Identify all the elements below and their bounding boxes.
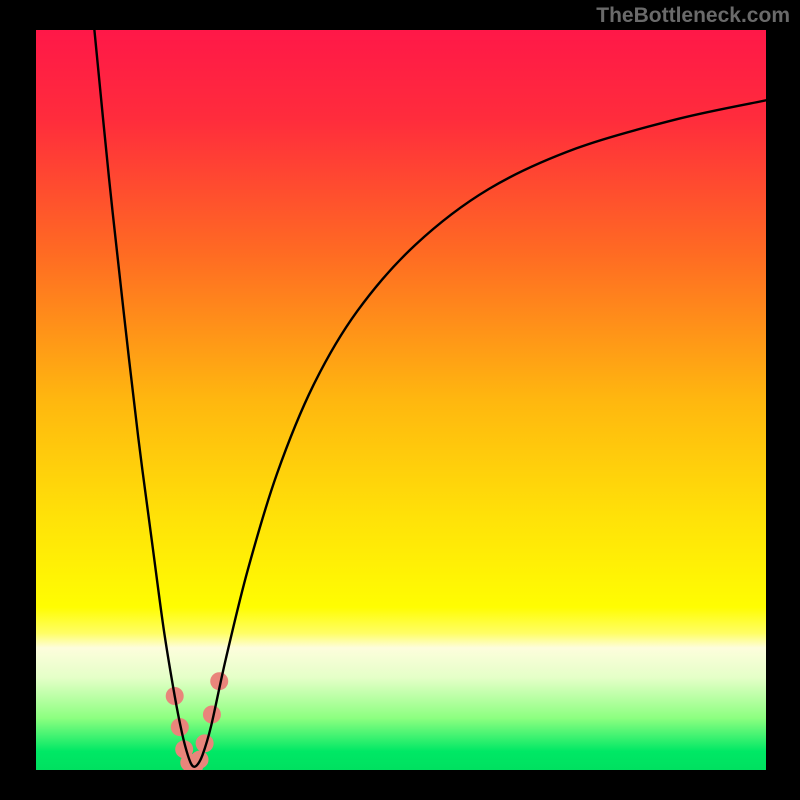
chart-stage: TheBottleneck.com xyxy=(0,0,800,800)
chart-overlay-svg xyxy=(36,30,766,770)
chart-plot-area xyxy=(36,30,766,770)
watermark-text: TheBottleneck.com xyxy=(596,4,790,28)
bottleneck-curve xyxy=(94,30,766,767)
